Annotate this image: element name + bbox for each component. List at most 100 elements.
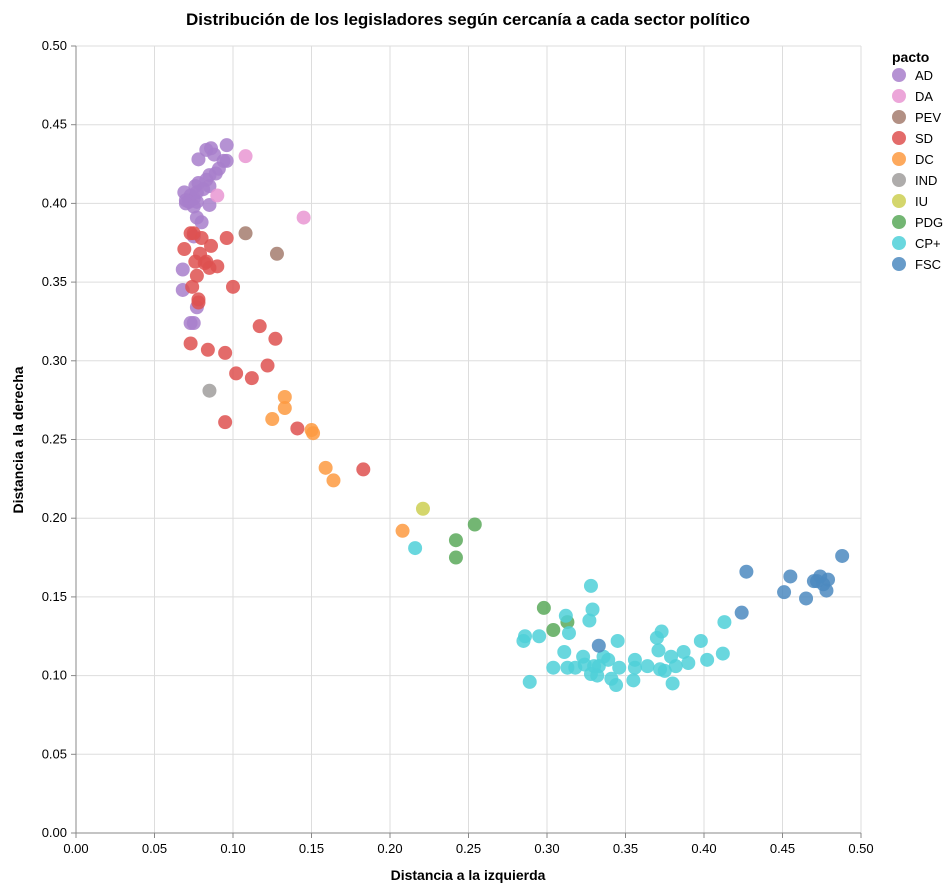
point-cp [676, 644, 691, 659]
point-cp [522, 674, 537, 689]
point-cp [590, 668, 605, 683]
point-dc [326, 473, 341, 488]
y-tick-label: 0.25 [42, 432, 67, 447]
point-cp [668, 659, 683, 674]
point-cp [627, 660, 642, 675]
point-fsc [799, 591, 814, 606]
legend-label: DC [915, 152, 934, 167]
y-tick-label: 0.50 [42, 38, 67, 53]
point-cp [612, 660, 627, 675]
point-dc [306, 426, 321, 441]
point-pdg [467, 517, 482, 532]
point-cp [558, 608, 573, 623]
point-sd [218, 345, 233, 360]
legend-title: pacto [892, 49, 929, 65]
y-tick-label: 0.10 [42, 668, 67, 683]
legend-swatch [892, 173, 906, 187]
point-sd [244, 371, 259, 386]
point-fsc [783, 569, 798, 584]
point-cp [582, 613, 597, 628]
point-cp [626, 673, 641, 688]
point-da [238, 149, 253, 164]
point-fsc [835, 548, 850, 563]
point-ind [202, 383, 217, 398]
point-sd [177, 242, 192, 257]
x-axis-label: Distancia a la izquierda [391, 867, 546, 883]
point-cp [717, 615, 732, 630]
point-cp [583, 578, 598, 593]
data-points [175, 138, 850, 693]
point-sd [356, 462, 371, 477]
point-sd [183, 336, 198, 351]
legend-swatch [892, 194, 906, 208]
legend-swatch [892, 110, 906, 124]
point-cp [700, 652, 715, 667]
legend-label: CP+ [915, 236, 941, 251]
point-dc [395, 523, 410, 538]
y-tick-label: 0.35 [42, 274, 67, 289]
point-sd [185, 279, 200, 294]
legend-label: DA [915, 89, 933, 104]
point-cp [609, 678, 624, 693]
legend-label: SD [915, 131, 933, 146]
x-tick-label: 0.15 [299, 841, 324, 856]
point-da [296, 210, 311, 225]
y-tick-label: 0.15 [42, 589, 67, 604]
point-ad [186, 316, 201, 331]
point-cp [560, 660, 575, 675]
point-cp [532, 629, 547, 644]
point-ad [202, 197, 217, 212]
point-cp [561, 626, 576, 641]
point-sd [260, 358, 275, 373]
point-pev [269, 246, 284, 261]
point-sd [191, 295, 206, 310]
x-tick-label: 0.35 [613, 841, 638, 856]
point-pev [238, 226, 253, 241]
point-dc [318, 460, 333, 475]
point-ad [219, 138, 234, 153]
point-iu [415, 501, 430, 516]
legend-swatch [892, 236, 906, 250]
y-tick-label: 0.20 [42, 510, 67, 525]
legend-swatch [892, 89, 906, 103]
point-sd [189, 268, 204, 283]
x-tick-label: 0.40 [691, 841, 716, 856]
point-fsc [739, 564, 754, 579]
point-pdg [448, 550, 463, 565]
point-cp [610, 633, 625, 648]
point-ad [194, 215, 209, 230]
axes: 0.00 0.05 0.10 0.15 0.20 0.25 0.30 0.35 0.40 0.45… [42, 38, 874, 856]
point-cp [546, 660, 561, 675]
point-sd [218, 415, 233, 430]
x-tick-label: 0.20 [377, 841, 402, 856]
point-cp [516, 633, 531, 648]
point-fsc [819, 583, 834, 598]
point-dc [277, 401, 292, 416]
point-cp [693, 633, 708, 648]
point-fsc [734, 605, 749, 620]
point-sd [226, 279, 240, 294]
legend-label: FSC [915, 257, 941, 272]
y-tick-label: 0.30 [42, 353, 67, 368]
point-sd [229, 366, 244, 381]
x-tick-label: 0.00 [63, 841, 88, 856]
point-da [210, 188, 225, 203]
point-sd [268, 331, 283, 346]
point-cp [665, 676, 680, 691]
x-tick-label: 0.45 [770, 841, 795, 856]
y-axis-label: Distancia a la derecha [10, 366, 26, 513]
point-cp [651, 643, 666, 658]
point-cp [408, 541, 423, 556]
point-cp [657, 663, 672, 678]
point-sd [290, 421, 305, 436]
x-tick-label: 0.50 [848, 841, 873, 856]
point-dc [265, 412, 280, 427]
point-ad [175, 262, 190, 277]
point-sd [219, 231, 234, 246]
legend: pacto AD DA PEV SD DC IND IU PDG CP+ FSC [892, 49, 943, 272]
point-cp [715, 646, 730, 661]
point-sd [252, 319, 267, 334]
point-ad [191, 152, 206, 167]
legend-swatch [892, 152, 906, 166]
